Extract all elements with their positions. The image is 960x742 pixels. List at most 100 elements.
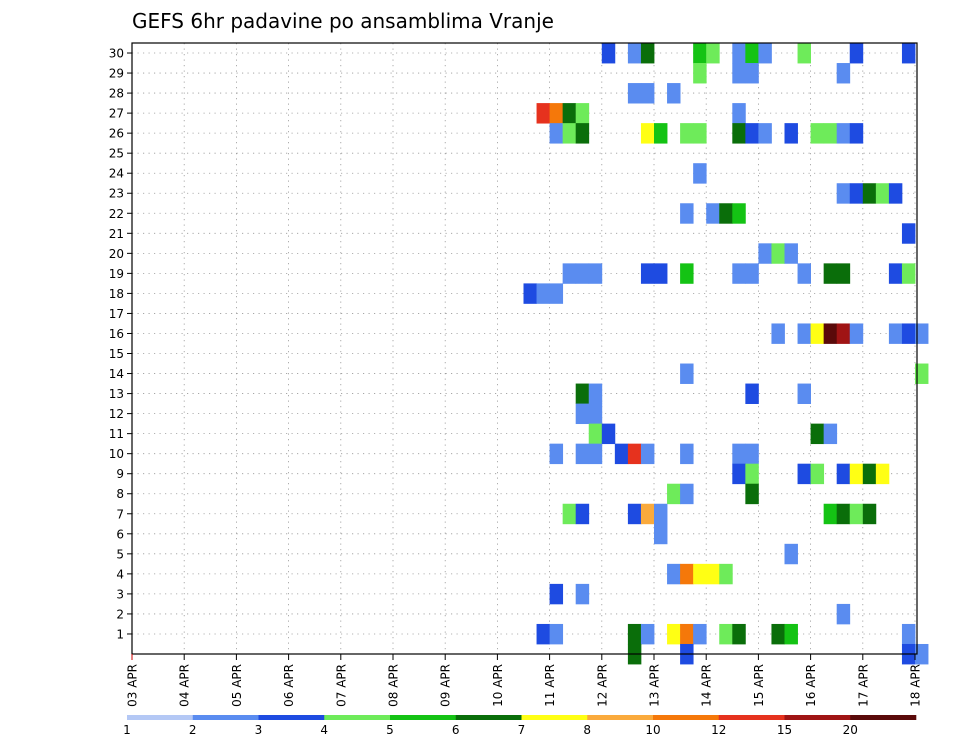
precip-cell bbox=[836, 183, 851, 204]
precip-cell bbox=[706, 43, 720, 64]
precip-cell bbox=[640, 263, 655, 284]
precip-cell bbox=[823, 263, 838, 284]
precip-cell bbox=[627, 43, 642, 64]
y-tick-label: 5 bbox=[116, 547, 124, 561]
precip-cell bbox=[549, 123, 564, 144]
precip-cell bbox=[654, 123, 668, 144]
colorbar-swatch bbox=[653, 715, 720, 720]
y-tick-label: 4 bbox=[116, 567, 124, 581]
y-tick-label: 26 bbox=[109, 127, 124, 141]
x-tick-label: 05 APR bbox=[230, 664, 244, 707]
colorbar-label: 7 bbox=[518, 723, 526, 737]
precip-cell bbox=[901, 263, 916, 284]
precip-cell bbox=[732, 43, 746, 64]
precip-cell bbox=[745, 443, 759, 465]
x-axis: 03 APR 04 APR 05 APR 06 APR 07 APR 08 APR 09 A… bbox=[126, 654, 923, 707]
precip-cell bbox=[575, 383, 590, 404]
precip-cell bbox=[849, 43, 864, 64]
y-tick-label: 30 bbox=[109, 47, 124, 61]
precip-cell bbox=[627, 443, 642, 465]
colorbar-swatch bbox=[521, 715, 588, 720]
precip-cell bbox=[849, 123, 864, 144]
precip-cell bbox=[549, 443, 564, 465]
precip-cell bbox=[771, 623, 785, 645]
precip-cell bbox=[836, 503, 851, 525]
precip-cell bbox=[588, 443, 603, 465]
y-tick-label: 17 bbox=[109, 307, 124, 321]
precip-cell bbox=[836, 323, 851, 344]
precip-cell bbox=[549, 583, 564, 605]
precip-cell bbox=[901, 223, 916, 244]
precip-cell bbox=[745, 123, 759, 144]
precip-cell bbox=[849, 463, 864, 485]
precip-cell bbox=[680, 203, 694, 224]
x-tick-label: 06 APR bbox=[282, 664, 296, 707]
precip-cell bbox=[823, 123, 838, 144]
y-tick-label: 24 bbox=[109, 167, 124, 181]
precip-cell bbox=[823, 423, 838, 445]
precip-cell bbox=[732, 123, 746, 144]
colorbar: 1 2 3 4 5 6 7 8 10 12 15 20 bbox=[123, 715, 917, 737]
precip-cell bbox=[614, 443, 629, 465]
x-tick-label: 09 APR bbox=[439, 664, 453, 707]
precip-cell bbox=[680, 443, 694, 465]
precip-cell bbox=[693, 63, 707, 84]
precip-cell bbox=[562, 263, 577, 284]
y-tick-label: 1 bbox=[116, 627, 124, 641]
precip-cell bbox=[836, 603, 851, 625]
precip-cell bbox=[562, 123, 577, 144]
y-tick-label: 12 bbox=[109, 407, 124, 421]
precip-cell bbox=[836, 463, 851, 485]
chart-title: GEFS 6hr padavine po ansamblima Vranje bbox=[132, 9, 554, 33]
precip-cell bbox=[771, 323, 785, 344]
precip-cell bbox=[915, 323, 929, 344]
precip-cell bbox=[693, 623, 707, 645]
precip-cell bbox=[680, 263, 694, 284]
precip-cell bbox=[875, 463, 890, 485]
x-tick-label: 07 APR bbox=[334, 664, 348, 707]
y-tick-label: 11 bbox=[109, 427, 124, 441]
y-axis: 1234567891011121314151617181920212223242… bbox=[109, 47, 132, 641]
colorbar-swatch bbox=[127, 715, 194, 720]
y-tick-label: 14 bbox=[109, 367, 124, 381]
precip-cell bbox=[732, 623, 746, 645]
precip-cell bbox=[667, 483, 681, 505]
precip-cell bbox=[640, 123, 655, 144]
x-tick-label: 15 APR bbox=[752, 664, 766, 707]
precip-cell bbox=[836, 63, 851, 84]
precip-cell bbox=[654, 503, 668, 525]
precip-cell bbox=[901, 323, 916, 344]
precip-cell bbox=[654, 263, 668, 284]
colorbar-label: 4 bbox=[320, 723, 328, 737]
x-tick-label: 04 APR bbox=[178, 664, 192, 707]
colorbar-label: 1 bbox=[123, 723, 131, 737]
plot-frame bbox=[131, 42, 918, 655]
precip-cell bbox=[745, 43, 759, 64]
precip-cell bbox=[758, 123, 772, 144]
colorbar-swatch bbox=[784, 715, 851, 720]
precip-cell bbox=[536, 103, 550, 124]
x-tick-label: 12 APR bbox=[595, 664, 609, 707]
precip-cell bbox=[875, 183, 890, 204]
precip-cell bbox=[667, 83, 681, 104]
y-tick-label: 15 bbox=[109, 347, 124, 361]
precip-cell bbox=[784, 123, 798, 144]
precip-cell bbox=[549, 103, 564, 124]
precip-cell bbox=[732, 463, 746, 485]
colorbar-label: 8 bbox=[583, 723, 591, 737]
precip-cell bbox=[706, 563, 720, 585]
precip-cell bbox=[732, 443, 746, 465]
precip-cell bbox=[810, 463, 825, 485]
colorbar-label: 5 bbox=[386, 723, 394, 737]
precip-cell bbox=[732, 63, 746, 84]
y-tick-label: 29 bbox=[109, 67, 124, 81]
x-tick-label: 03 APR bbox=[126, 664, 140, 707]
precip-cell bbox=[575, 103, 590, 124]
x-tick-label: 08 APR bbox=[387, 664, 401, 707]
y-tick-label: 9 bbox=[116, 467, 124, 481]
colorbar-swatch bbox=[718, 715, 785, 720]
precip-cell bbox=[719, 563, 733, 585]
x-tick-label: 18 APR bbox=[909, 664, 923, 707]
precip-cell bbox=[862, 183, 877, 204]
